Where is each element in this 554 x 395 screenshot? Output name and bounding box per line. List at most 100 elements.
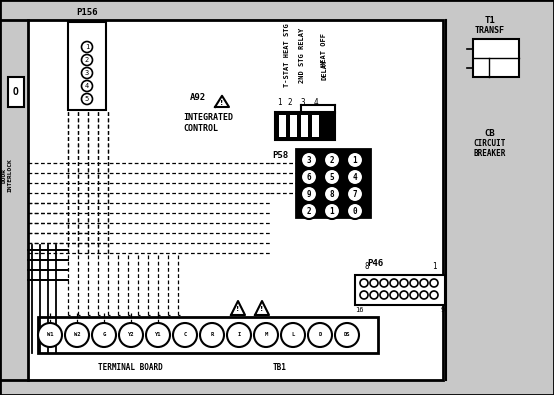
Text: 1: 1 — [276, 98, 281, 107]
Text: !: ! — [220, 100, 224, 106]
Circle shape — [430, 279, 438, 287]
Circle shape — [281, 323, 305, 347]
Text: L: L — [291, 333, 295, 337]
Circle shape — [173, 323, 197, 347]
Circle shape — [200, 323, 224, 347]
Bar — [8, 77, 24, 107]
Text: CONTROL: CONTROL — [183, 124, 218, 132]
Circle shape — [324, 169, 340, 185]
Text: 3: 3 — [307, 156, 311, 164]
Text: W1: W1 — [47, 333, 53, 337]
Text: INTEGRATED: INTEGRATED — [183, 113, 233, 122]
Circle shape — [390, 291, 398, 299]
Bar — [275, 112, 335, 140]
Text: 9: 9 — [441, 307, 445, 313]
Bar — [28, 20, 443, 380]
Text: 2: 2 — [307, 207, 311, 216]
Text: 1: 1 — [85, 44, 89, 50]
Circle shape — [301, 152, 317, 168]
Text: C: C — [183, 333, 187, 337]
Circle shape — [347, 186, 363, 202]
Text: TERMINAL BOARD: TERMINAL BOARD — [98, 363, 162, 372]
Bar — [290, 115, 297, 137]
Bar — [38, 317, 378, 353]
Circle shape — [38, 323, 62, 347]
Circle shape — [254, 323, 278, 347]
Text: O: O — [13, 87, 19, 97]
Circle shape — [380, 291, 388, 299]
Circle shape — [347, 152, 363, 168]
Bar — [312, 115, 319, 137]
Text: DELAY: DELAY — [321, 58, 327, 80]
Circle shape — [324, 152, 340, 168]
Text: 0: 0 — [353, 207, 357, 216]
Text: P156: P156 — [76, 8, 98, 17]
Circle shape — [390, 279, 398, 287]
Circle shape — [410, 279, 418, 287]
Circle shape — [335, 323, 359, 347]
Circle shape — [301, 169, 317, 185]
Circle shape — [65, 323, 89, 347]
Bar — [68, 22, 106, 110]
Polygon shape — [215, 96, 229, 107]
Text: Y1: Y1 — [155, 333, 161, 337]
Circle shape — [400, 279, 408, 287]
Text: 2: 2 — [330, 156, 334, 164]
Polygon shape — [231, 301, 245, 315]
Circle shape — [81, 68, 93, 79]
Bar — [296, 149, 370, 217]
Circle shape — [420, 279, 428, 287]
Circle shape — [227, 323, 251, 347]
Text: 1: 1 — [353, 156, 357, 164]
Circle shape — [420, 291, 428, 299]
Text: !: ! — [237, 307, 240, 312]
Text: I: I — [237, 333, 240, 337]
Text: 8: 8 — [330, 190, 334, 199]
Text: TRANSF: TRANSF — [475, 26, 505, 34]
Text: HEAT OFF: HEAT OFF — [321, 33, 327, 67]
Text: R: R — [211, 333, 214, 337]
Circle shape — [430, 291, 438, 299]
Text: T-STAT HEAT STG: T-STAT HEAT STG — [284, 23, 290, 87]
Text: 3: 3 — [85, 70, 89, 76]
Circle shape — [370, 291, 378, 299]
Text: 7: 7 — [353, 190, 357, 199]
Text: 1: 1 — [330, 207, 334, 216]
Circle shape — [380, 279, 388, 287]
Text: G: G — [102, 333, 106, 337]
Text: Y2: Y2 — [128, 333, 134, 337]
Circle shape — [92, 323, 116, 347]
Circle shape — [81, 41, 93, 53]
Circle shape — [360, 291, 368, 299]
Text: 8: 8 — [365, 262, 370, 271]
Circle shape — [324, 203, 340, 219]
Circle shape — [400, 291, 408, 299]
Circle shape — [370, 279, 378, 287]
Circle shape — [347, 169, 363, 185]
Bar — [473, 39, 519, 77]
Text: D: D — [319, 333, 322, 337]
Text: DS: DS — [343, 333, 350, 337]
Text: T1: T1 — [485, 15, 495, 24]
Text: CB: CB — [485, 128, 495, 137]
Circle shape — [81, 55, 93, 66]
Text: 1: 1 — [432, 262, 437, 271]
Text: A92: A92 — [190, 92, 206, 102]
Text: BREAKER: BREAKER — [474, 149, 506, 158]
Circle shape — [119, 323, 143, 347]
Circle shape — [301, 203, 317, 219]
Circle shape — [410, 291, 418, 299]
Text: 5: 5 — [85, 96, 89, 102]
Text: 2: 2 — [85, 57, 89, 63]
Text: 16: 16 — [355, 307, 363, 313]
Bar — [279, 115, 286, 137]
Circle shape — [347, 203, 363, 219]
Text: CIRCUIT: CIRCUIT — [474, 139, 506, 147]
Text: 4: 4 — [353, 173, 357, 181]
Text: P58: P58 — [272, 150, 288, 160]
Text: TB1: TB1 — [273, 363, 287, 372]
Circle shape — [81, 94, 93, 105]
Text: 4: 4 — [314, 98, 319, 107]
Text: 6: 6 — [307, 173, 311, 181]
Circle shape — [81, 81, 93, 92]
